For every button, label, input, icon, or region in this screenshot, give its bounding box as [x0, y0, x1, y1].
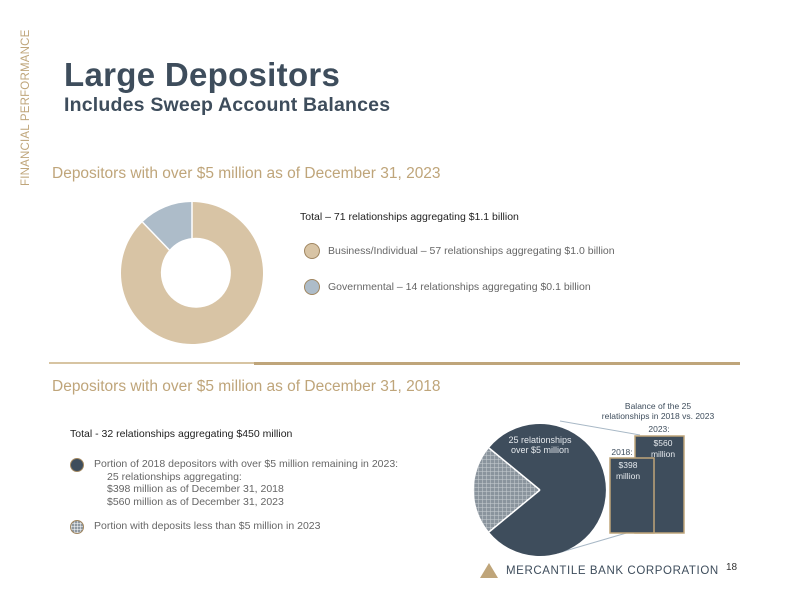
bars-title-line1: Balance of the 25: [625, 401, 691, 411]
bars-title-line2: relationships in 2018 vs. 2023: [602, 411, 715, 421]
page-number: 18: [726, 562, 738, 573]
pie-slice-less-than: [473, 448, 540, 532]
legend-2018: Portion of 2018 depositors with over $5 …: [70, 458, 398, 534]
legend-label-remaining: Portion of 2018 depositors with over $5 …: [94, 458, 399, 470]
legend-item-governmental: Governmental – 14 relationships aggregat…: [304, 279, 591, 295]
legend-label-less-than: Portion with deposits less than $5 milli…: [94, 520, 321, 532]
legend-item-remaining: Portion of 2018 depositors with over $5 …: [70, 458, 398, 508]
legend-label-governmental: Governmental – 14 relationships aggregat…: [328, 281, 591, 293]
bar-2023-year: 2023:: [648, 424, 669, 434]
legend-swatch-less-than: [70, 520, 84, 534]
section-heading-2023: Depositors with over $5 million as of De…: [52, 165, 441, 182]
section-heading-2018: Depositors with over $5 million as of De…: [52, 378, 441, 395]
pie-slice-remaining: [489, 424, 606, 556]
legend-item-business: Business/Individual – 57 relationships a…: [304, 243, 615, 259]
legend-detail-2: $398 million as of December 31, 2018: [107, 483, 284, 495]
section-divider-left: [49, 362, 254, 364]
total-2018: Total - 32 relationships aggregating $45…: [70, 428, 293, 440]
legend-detail-3: $560 million as of December 31, 2023: [107, 495, 284, 508]
bar-2023-value: $560: [654, 438, 673, 448]
section-side-label: FINANCIAL PERFORMANCE: [20, 29, 32, 187]
triangle-logo-icon: [480, 563, 498, 578]
bar-2018-year: 2018:: [611, 447, 632, 457]
legend-label-business: Business/Individual – 57 relationships a…: [328, 245, 615, 257]
legend-swatch-remaining: [70, 458, 84, 472]
bar-2018: [609, 457, 655, 534]
donut-chart-2023: [121, 202, 263, 344]
pie-chart-2018: 25 relationships over $5 million Balance…: [473, 401, 715, 556]
bar-2023-unit: million: [651, 449, 675, 459]
donut-slice-governmental: [142, 202, 192, 250]
pie-label-line2: over $5 million: [511, 445, 569, 455]
legend-swatch-business: [304, 243, 320, 259]
brand-logo: MERCANTILE BANK CORPORATION: [480, 563, 719, 578]
legend-detail-1: 25 relationships aggregating:: [107, 470, 242, 483]
section-divider-right: [254, 362, 740, 365]
legend-item-less-than: Portion with deposits less than $5 milli…: [70, 520, 398, 534]
brand-name: MERCANTILE BANK CORPORATION: [506, 564, 719, 577]
page-title: Large Depositors: [64, 56, 341, 93]
page-subtitle: Includes Sweep Account Balances: [64, 94, 391, 116]
bar-2018-value: $398: [619, 460, 638, 470]
legend-swatch-governmental: [304, 279, 320, 295]
pie-label-line1: 25 relationships: [508, 435, 572, 445]
bar-2018-unit: million: [616, 471, 640, 481]
total-2023: Total – 71 relationships aggregating $1.…: [300, 211, 519, 223]
